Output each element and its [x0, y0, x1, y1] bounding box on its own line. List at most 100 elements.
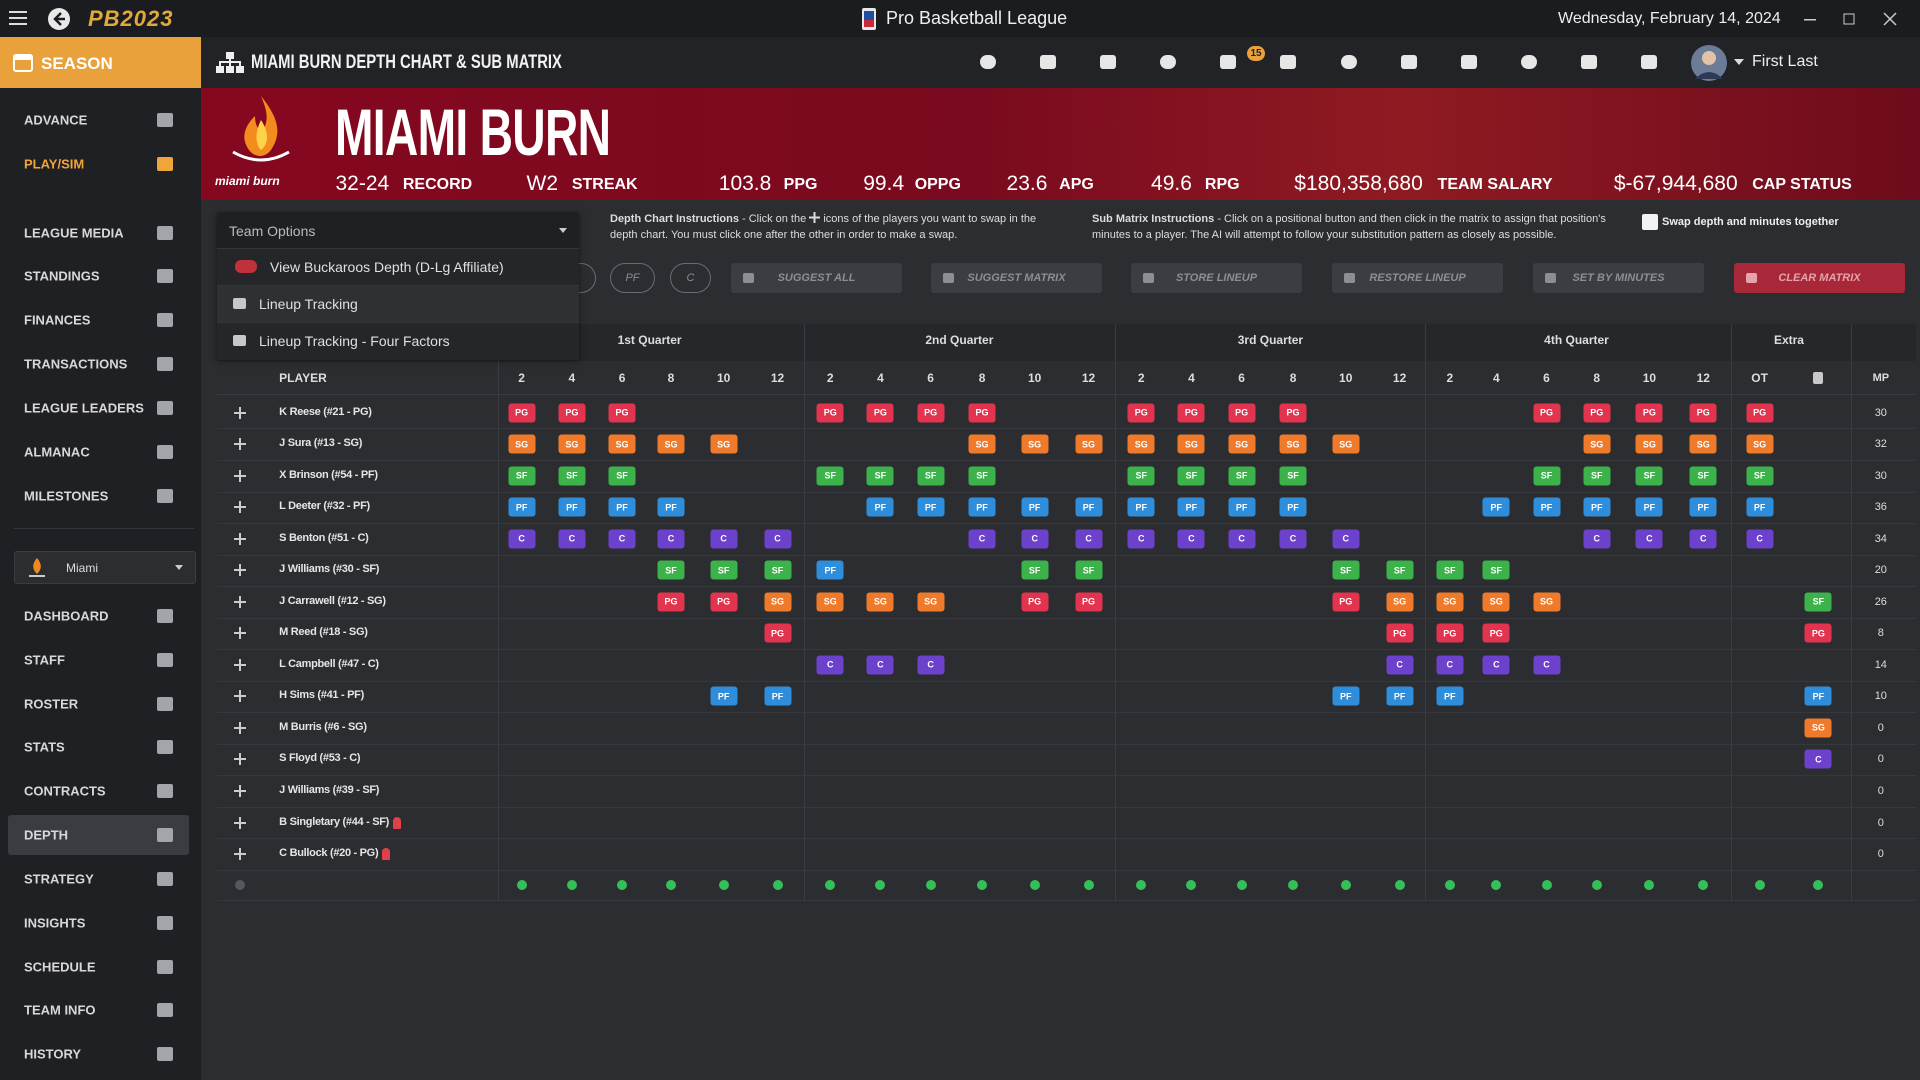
- sidebar-item[interactable]: DEPTH: [24, 827, 69, 843]
- swap-checkbox[interactable]: [1642, 214, 1658, 230]
- position-cell[interactable]: PG: [1689, 403, 1717, 423]
- nav-icon[interactable]: [1220, 55, 1237, 69]
- move-handle[interactable]: [234, 627, 246, 640]
- position-cell[interactable]: SG: [1279, 434, 1307, 454]
- position-cell[interactable]: PG: [508, 403, 536, 423]
- position-cell[interactable]: SG: [508, 434, 536, 454]
- team-options-dropdown[interactable]: Team Options View Buckaroos Depth (D-Lg …: [217, 212, 579, 360]
- position-cell[interactable]: PG: [1804, 623, 1832, 643]
- position-cell[interactable]: C: [1746, 529, 1774, 549]
- position-cell[interactable]: PF: [508, 497, 536, 517]
- position-cell[interactable]: SF: [1279, 466, 1307, 486]
- nav-icon[interactable]: [1100, 55, 1117, 69]
- position-cell[interactable]: SG: [1746, 434, 1774, 454]
- avatar[interactable]: [1689, 43, 1729, 83]
- position-cell[interactable]: C: [1279, 529, 1307, 549]
- position-cell[interactable]: PG: [866, 403, 894, 423]
- position-cell[interactable]: PG: [1482, 623, 1510, 643]
- position-cell[interactable]: C: [1021, 529, 1049, 549]
- position-cell[interactable]: SG: [1583, 434, 1611, 454]
- move-handle[interactable]: [234, 438, 246, 451]
- position-cell[interactable]: SF: [968, 466, 996, 486]
- position-cell[interactable]: SF: [1386, 560, 1414, 580]
- position-cell[interactable]: SF: [1583, 466, 1611, 486]
- position-cell[interactable]: SG: [1689, 434, 1717, 454]
- position-cell[interactable]: PF: [1021, 497, 1049, 517]
- position-cell[interactable]: SF: [1332, 560, 1360, 580]
- sidebar-item[interactable]: STANDINGS: [24, 268, 100, 284]
- position-cell[interactable]: SG: [1127, 434, 1155, 454]
- position-cell[interactable]: PF: [1689, 497, 1717, 517]
- position-cell[interactable]: PG: [816, 403, 844, 423]
- sidebar-item[interactable]: STRATEGY: [24, 871, 94, 887]
- position-cell[interactable]: PF: [1279, 497, 1307, 517]
- position-cell[interactable]: C: [968, 529, 996, 549]
- position-cell[interactable]: PG: [1127, 403, 1155, 423]
- position-cell[interactable]: PF: [1436, 686, 1464, 706]
- team-option-row[interactable]: [217, 322, 579, 360]
- position-cell[interactable]: SG: [917, 592, 945, 612]
- position-cell[interactable]: C: [1127, 529, 1155, 549]
- position-cell[interactable]: PG: [1177, 403, 1205, 423]
- menu-icon[interactable]: [8, 8, 30, 28]
- position-cell[interactable]: SF: [866, 466, 894, 486]
- position-cell[interactable]: PF: [816, 560, 844, 580]
- position-cell[interactable]: PG: [968, 403, 996, 423]
- nav-icon[interactable]: [1040, 55, 1057, 69]
- player-name[interactable]: L Deeter (#32 - PF): [279, 500, 370, 513]
- position-cell[interactable]: SG: [968, 434, 996, 454]
- position-cell[interactable]: PF: [968, 497, 996, 517]
- position-cell[interactable]: SG: [1228, 434, 1256, 454]
- position-cell[interactable]: C: [608, 529, 636, 549]
- position-cell[interactable]: SF: [1075, 560, 1103, 580]
- position-cell[interactable]: PF: [1533, 497, 1561, 517]
- nav-icon[interactable]: [1400, 55, 1417, 69]
- player-name[interactable]: H Sims (#41 - PF): [279, 689, 364, 702]
- player-name[interactable]: C Bullock (#20 - PG): [279, 847, 379, 860]
- move-handle[interactable]: [234, 595, 246, 608]
- position-cell[interactable]: PG: [657, 592, 685, 612]
- trash-icon[interactable]: [1813, 372, 1824, 385]
- position-button[interactable]: PF: [610, 263, 655, 293]
- position-cell[interactable]: PG: [1386, 623, 1414, 643]
- position-cell[interactable]: PG: [1436, 623, 1464, 643]
- position-cell[interactable]: C: [1436, 655, 1464, 675]
- position-cell[interactable]: PF: [1482, 497, 1510, 517]
- nav-icon[interactable]: [1340, 55, 1357, 69]
- sidebar-item[interactable]: STAFF: [24, 652, 65, 668]
- player-name[interactable]: J Williams (#30 - SF): [279, 563, 380, 576]
- position-cell[interactable]: PF: [1804, 686, 1832, 706]
- sidebar-item[interactable]: ALMANAC: [24, 444, 90, 460]
- sidebar-item[interactable]: INSIGHTS: [24, 915, 86, 931]
- back-button[interactable]: [46, 6, 72, 32]
- move-handle[interactable]: [234, 501, 246, 514]
- position-cell[interactable]: PG: [1583, 403, 1611, 423]
- position-cell[interactable]: C: [1177, 529, 1205, 549]
- position-cell[interactable]: SF: [608, 466, 636, 486]
- position-cell[interactable]: SG: [1635, 434, 1663, 454]
- nav-icon[interactable]: [1520, 55, 1537, 69]
- position-cell[interactable]: SG: [1177, 434, 1205, 454]
- position-cell[interactable]: PF: [1127, 497, 1155, 517]
- sidebar-item[interactable]: CONTRACTS: [24, 783, 106, 799]
- position-cell[interactable]: SF: [1533, 466, 1561, 486]
- position-cell[interactable]: C: [764, 529, 792, 549]
- position-cell[interactable]: PF: [917, 497, 945, 517]
- position-cell[interactable]: PF: [657, 497, 685, 517]
- move-handle[interactable]: [234, 564, 246, 577]
- sidebar-item[interactable]: FINANCES: [24, 312, 91, 328]
- position-cell[interactable]: C: [1386, 655, 1414, 675]
- team-select[interactable]: Miami: [14, 551, 196, 584]
- player-name[interactable]: J Carrawell (#12 - SG): [279, 594, 386, 607]
- position-cell[interactable]: PF: [1635, 497, 1663, 517]
- move-handle[interactable]: [234, 816, 246, 829]
- position-cell[interactable]: PF: [1583, 497, 1611, 517]
- action-button[interactable]: STORE LINEUP: [1131, 263, 1302, 293]
- position-cell[interactable]: PG: [1746, 403, 1774, 423]
- nav-icon[interactable]: [1640, 55, 1657, 69]
- sidebar-item[interactable]: MILESTONES: [24, 488, 109, 504]
- position-cell[interactable]: SF: [508, 466, 536, 486]
- position-cell[interactable]: SF: [710, 560, 738, 580]
- player-name[interactable]: S Floyd (#53 - C): [279, 752, 361, 765]
- position-cell[interactable]: SF: [1482, 560, 1510, 580]
